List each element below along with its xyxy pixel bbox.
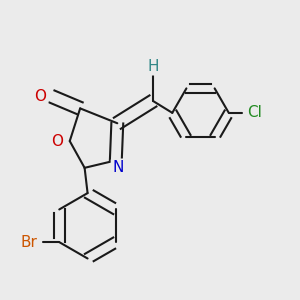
Text: O: O (51, 134, 63, 148)
Text: O: O (34, 89, 46, 104)
Text: H: H (147, 59, 159, 74)
Text: N: N (112, 160, 124, 175)
Text: Cl: Cl (248, 105, 262, 120)
Text: Br: Br (21, 235, 38, 250)
